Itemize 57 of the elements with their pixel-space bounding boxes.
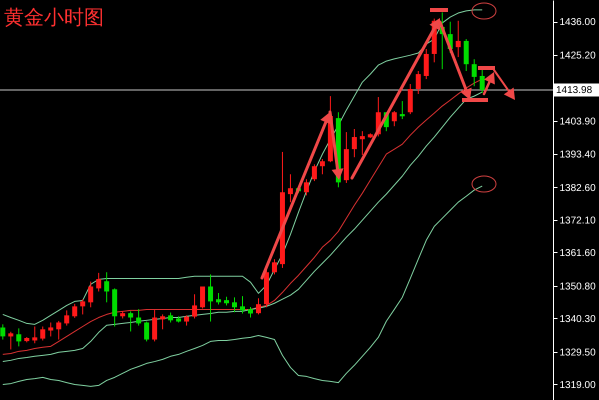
- candlestick: [472, 58, 477, 87]
- candlestick: [152, 310, 158, 342]
- y-tick-label: 1329.50: [560, 347, 596, 358]
- candlestick: [72, 303, 78, 318]
- y-tick-label: 1372.10: [560, 215, 596, 226]
- candlestick: [288, 174, 293, 203]
- candlestick: [160, 314, 166, 330]
- candlestick: [416, 70, 421, 94]
- candlestick: [456, 20, 461, 58]
- y-tick-label: 1393.40: [560, 149, 596, 160]
- candlestick: [360, 130, 365, 156]
- candlestick: [304, 178, 309, 196]
- candlestick: [192, 294, 198, 319]
- candlestick: [232, 296, 238, 313]
- candlestick: [8, 331, 14, 350]
- candlestick: [144, 321, 150, 342]
- candlestick: [200, 286, 206, 310]
- y-tick-label: 1436.00: [560, 17, 596, 28]
- candlestick: [480, 68, 485, 94]
- candlestick: [32, 326, 38, 344]
- y-tick-label: 1350.80: [560, 281, 596, 292]
- candlestick: [256, 298, 261, 315]
- candlestick: [88, 281, 94, 308]
- candlestick: [424, 48, 429, 80]
- candlestick: [248, 306, 253, 318]
- candlestick: [80, 298, 86, 315]
- candlestick: [48, 322, 54, 337]
- y-tick-label: 1403.90: [560, 116, 596, 128]
- candlestick: [96, 272, 102, 292]
- candlestick: [392, 110, 397, 127]
- candlestick: [240, 296, 245, 314]
- candlestick: [136, 308, 142, 326]
- y-tick-label: 1340.30: [560, 314, 596, 325]
- chart-title: 黄金小时图: [4, 5, 104, 29]
- candlestick: [64, 310, 70, 326]
- candlestick: [184, 314, 190, 326]
- ref-line-label: 1413.98: [556, 84, 593, 96]
- candlestick: [272, 258, 277, 275]
- candlestick: [216, 292, 222, 305]
- candlestick: [408, 84, 413, 115]
- candlestick: [400, 100, 405, 120]
- candlestick: [128, 310, 134, 332]
- candlestick: [168, 312, 174, 323]
- candlestick: [56, 320, 62, 340]
- candlestick: [0, 324, 6, 340]
- candlestick: [208, 274, 214, 322]
- candlestick: [40, 326, 46, 341]
- candlestick: [464, 38, 469, 72]
- y-tick-label: 1361.60: [560, 248, 596, 259]
- candlestick: [352, 128, 357, 158]
- candlestick: [16, 328, 22, 347]
- candlestick: [312, 164, 317, 182]
- candlestick: [320, 158, 325, 175]
- y-tick-label: 1382.60: [560, 182, 596, 194]
- y-tick-label: 1425.20: [560, 50, 596, 62]
- y-tick-label: 1319.00: [560, 380, 596, 391]
- candlestick: [104, 272, 110, 303]
